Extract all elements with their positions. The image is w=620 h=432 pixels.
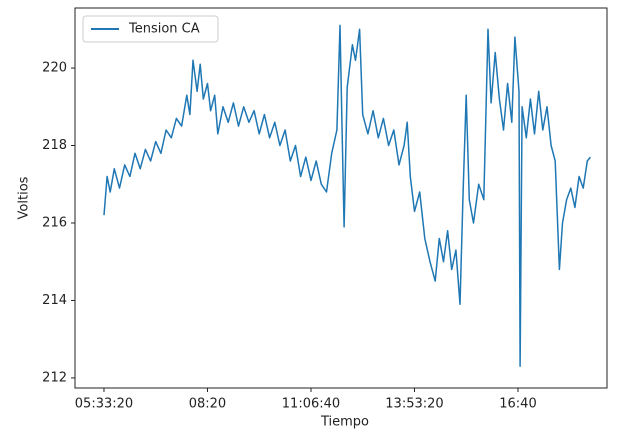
x-tick-label: 13:53:20 [385, 397, 443, 412]
y-tick-label: 216 [42, 215, 67, 230]
plot-frame [74, 7, 608, 389]
x-tick-label: 16:40 [499, 397, 536, 412]
data-line [103, 24, 591, 368]
x-axis-label: Tiempo [320, 415, 369, 430]
x-tick-label: 05:33:20 [75, 397, 133, 412]
legend-box [82, 15, 219, 43]
y-tick-label: 220 [42, 61, 67, 76]
y-tick-label: 212 [42, 370, 67, 385]
y-axis-label: Voltios [17, 176, 32, 219]
legend-label: Tension CA [128, 22, 200, 37]
x-tick-label: 08:20 [189, 397, 226, 412]
x-tick-label: 11:06:40 [282, 397, 340, 412]
y-tick-label: 218 [42, 138, 67, 153]
y-tick-label: 214 [42, 293, 67, 308]
